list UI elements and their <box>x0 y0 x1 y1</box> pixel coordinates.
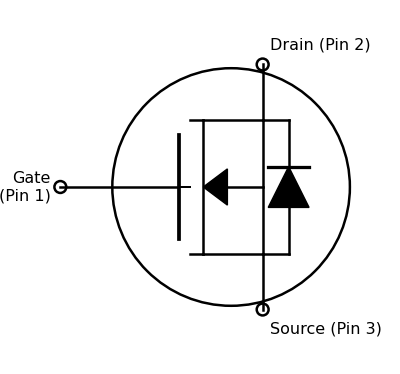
Polygon shape <box>268 166 309 208</box>
Text: Drain (Pin 2): Drain (Pin 2) <box>270 38 371 53</box>
Text: Gate
(Pin 1): Gate (Pin 1) <box>0 171 51 203</box>
Polygon shape <box>203 169 227 205</box>
Text: Source (Pin 3): Source (Pin 3) <box>270 321 382 336</box>
